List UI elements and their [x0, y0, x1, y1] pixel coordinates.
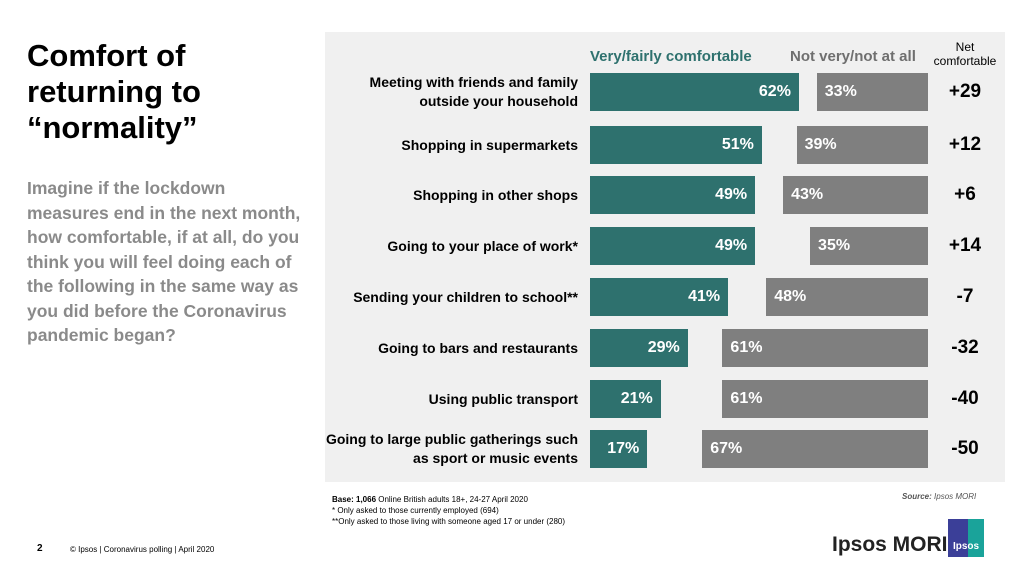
category-label: Shopping in other shops [413, 187, 578, 203]
copyright: © Ipsos | Coronavirus polling | April 20… [70, 545, 215, 554]
bar-comfortable: 29% [590, 329, 688, 367]
net-value: -50 [951, 438, 979, 459]
base-note: Base: 1,066 Online British adults 18+, 2… [332, 495, 528, 506]
brand-name: Ipsos MORI [832, 533, 948, 556]
bar-not-comfortable: 61% [722, 329, 928, 367]
category-label: Going to your place of work* [387, 238, 578, 254]
bar-comfortable: 21% [590, 380, 661, 418]
net-value: +29 [948, 81, 982, 102]
category-label: Meeting with friends and family outside … [369, 74, 578, 109]
category-label: Going to large public gatherings such as… [325, 431, 578, 466]
bar-not-comfortable: 35% [810, 227, 928, 265]
source-label: Source: [902, 492, 932, 501]
source-note: Source: Ipsos MORI [902, 492, 976, 503]
net-header: Net comfortable [933, 40, 997, 68]
bar-comfortable: 41% [590, 278, 729, 316]
question-text: Imagine if the lockdown measures end in … [27, 178, 301, 345]
bar-comfortable: 62% [590, 73, 799, 111]
net-value: +12 [948, 134, 982, 155]
net-value: -7 [956, 286, 974, 307]
bar-not-comfortable: 48% [766, 278, 928, 316]
footnote-2: **Only asked to those living with someon… [332, 517, 566, 526]
category-label: Sending your children to school** [353, 289, 578, 305]
category-label: Shopping in supermarkets [401, 137, 578, 153]
category-label: Using public transport [428, 391, 578, 407]
legend-comfortable: Very/fairly comfortable [590, 48, 752, 65]
bar-not-comfortable: 43% [783, 176, 928, 214]
source-text: Ipsos MORI [931, 492, 977, 501]
bar-comfortable: 17% [590, 430, 648, 468]
bar-not-comfortable: 61% [722, 380, 928, 418]
base-text: Online British adults 18+, 24-27 April 2… [376, 495, 528, 504]
footnote-1: * Only asked to those currently employed… [332, 506, 499, 515]
bar-comfortable: 49% [590, 227, 756, 265]
bar-not-comfortable: 33% [816, 73, 928, 111]
bar-not-comfortable: 39% [796, 126, 928, 164]
legend-not-comfortable: Not very/not at all [790, 48, 916, 65]
bar-not-comfortable: 67% [702, 430, 928, 468]
net-value: -32 [951, 337, 979, 358]
bar-comfortable: 49% [590, 176, 756, 214]
net-value: +6 [954, 184, 976, 205]
category-label: Going to bars and restaurants [378, 340, 578, 356]
ipsos-logo: Ipsos [948, 519, 984, 557]
page-title: Comfort of returning to “normality” [27, 38, 201, 145]
net-value: +14 [948, 235, 982, 256]
page-number: 2 [37, 543, 43, 554]
base-bold: Base: 1,066 [332, 495, 377, 504]
net-value: -40 [951, 388, 979, 409]
bar-comfortable: 51% [590, 126, 762, 164]
